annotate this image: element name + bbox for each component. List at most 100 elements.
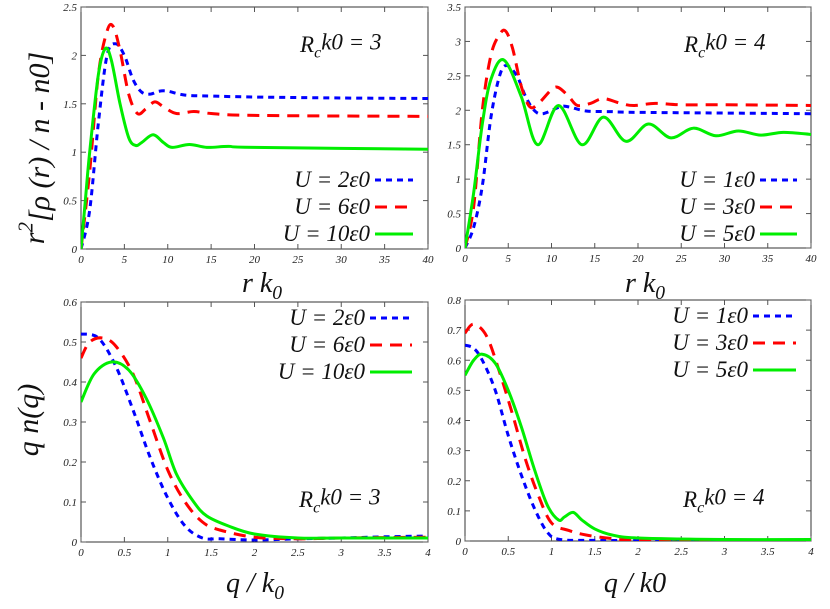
annotation: Rck0 = 3	[298, 485, 380, 517]
annotation: Rck0 = 4	[682, 485, 764, 517]
y-tick-label: 0	[72, 244, 78, 256]
y-tick-label: 0.8	[447, 295, 461, 307]
x-tick-label: 5	[506, 253, 512, 265]
y-tick-label: 3.5	[446, 2, 461, 14]
x-axis-label-part: r k	[242, 268, 273, 299]
x-tick-label: 15	[589, 253, 601, 265]
legend-label: U = 1ε0	[679, 167, 755, 192]
legend-label: U = 10ε0	[278, 359, 366, 384]
annotation-part: R	[298, 487, 313, 512]
x-tick-label: 0.5	[118, 547, 132, 559]
series-line-2	[465, 352, 811, 541]
series-line-2	[465, 58, 811, 248]
x-tick-label: 0	[462, 546, 468, 558]
y-tick-label: 1.5	[63, 99, 77, 111]
y-tick-label: 0.5	[447, 209, 461, 221]
y-tick-label: 0	[456, 536, 462, 548]
y-tick-label: 2	[456, 105, 462, 117]
y-tick-label: 0	[72, 537, 78, 549]
x-axis-label: q / k0	[226, 568, 284, 604]
x-axis-label: r k0	[625, 268, 665, 304]
series-line-0	[465, 64, 811, 248]
series-line-1	[465, 28, 811, 248]
annotation-part: R	[682, 487, 697, 512]
legend-label: U = 2ε0	[289, 305, 365, 330]
x-tick-label: 20	[249, 254, 261, 266]
x-tick-label: 0	[78, 547, 84, 559]
y-tick-label: 0.3	[447, 446, 461, 458]
x-tick-label: 40	[806, 253, 818, 265]
annotation-part: k0 = 4	[705, 30, 765, 55]
y-axis-label: q n(q)	[12, 384, 45, 456]
x-tick-label: 35	[761, 253, 774, 265]
x-tick-label: 3	[721, 546, 728, 558]
series-line-2	[81, 360, 428, 540]
y-tick-label: 0.5	[63, 337, 77, 349]
legend-label: U = 2ε0	[294, 167, 370, 192]
legend-label: U = 5ε0	[672, 357, 748, 382]
y-tick-label: 2	[72, 50, 78, 62]
legend-label: U = 5ε0	[679, 221, 755, 246]
x-axis-label-part: 0	[655, 283, 665, 304]
legend-label: U = 6ε0	[289, 332, 365, 357]
x-tick-label: 2	[635, 546, 641, 558]
annotation-part: c	[698, 45, 705, 62]
legend-label: U = 6ε0	[294, 194, 370, 219]
y-tick-label: 0.4	[447, 416, 461, 428]
series-line-0	[465, 343, 811, 541]
series-line-1	[465, 322, 811, 541]
y-tick-label: 0	[456, 243, 462, 255]
y-tick-label: 1.5	[447, 140, 461, 152]
x-tick-label: 0.5	[501, 546, 515, 558]
x-axis-label: r k0	[242, 268, 282, 304]
annotation-part: R	[683, 32, 698, 57]
annotation-part: c	[314, 45, 321, 62]
legend-label: U = 3ε0	[679, 194, 755, 219]
legend-label: U = 3ε0	[672, 330, 748, 355]
annotation-part: R	[299, 32, 314, 57]
x-tick-label: 1	[549, 546, 555, 558]
x-tick-label: 3.5	[377, 547, 392, 559]
x-tick-label: 30	[335, 254, 348, 266]
y-tick-label: 3	[455, 36, 462, 48]
y-tick-label: 2.5	[63, 2, 77, 14]
x-tick-label: 1.5	[204, 547, 218, 559]
x-tick-label: 3	[338, 547, 345, 559]
x-tick-label: 20	[633, 253, 645, 265]
x-tick-label: 3.5	[760, 546, 775, 558]
legend-label: U = 10ε0	[283, 221, 371, 246]
series-line-0	[81, 42, 428, 249]
x-tick-label: 25	[676, 253, 688, 265]
x-tick-label: 25	[292, 254, 304, 266]
y-tick-label: 0.3	[63, 417, 77, 429]
x-axis-label-part: q / k	[226, 568, 275, 599]
series-line-1	[81, 22, 428, 249]
x-tick-label: 10	[546, 253, 558, 265]
annotation-part: c	[313, 500, 320, 517]
x-axis-label-part: q / k0	[604, 568, 666, 599]
x-tick-label: 40	[423, 254, 435, 266]
x-tick-label: 35	[378, 254, 391, 266]
x-tick-label: 0	[78, 254, 84, 266]
y-tick-label: 0.1	[63, 497, 77, 509]
annotation-part: k0 = 3	[321, 30, 381, 55]
y-tick-label: 0.7	[447, 325, 461, 337]
x-tick-label: 1	[165, 547, 171, 559]
annotation-part: k0 = 3	[320, 485, 380, 510]
x-tick-label: 4	[425, 547, 431, 559]
series-line-2	[81, 46, 428, 249]
y-tick-label: 2.5	[447, 71, 461, 83]
y-tick-label: 0.5	[447, 385, 461, 397]
y-tick-label: 0.1	[447, 506, 461, 518]
annotation: Rck0 = 3	[299, 30, 381, 62]
y-tick-label: 0.6	[447, 355, 461, 367]
x-tick-label: 5	[122, 254, 128, 266]
annotation-part: k0 = 4	[704, 485, 764, 510]
annotation: Rck0 = 4	[683, 30, 765, 62]
x-tick-label: 4	[808, 546, 814, 558]
y-tick-label: 0.5	[63, 196, 77, 208]
y-axis-label-part: r	[18, 232, 51, 244]
